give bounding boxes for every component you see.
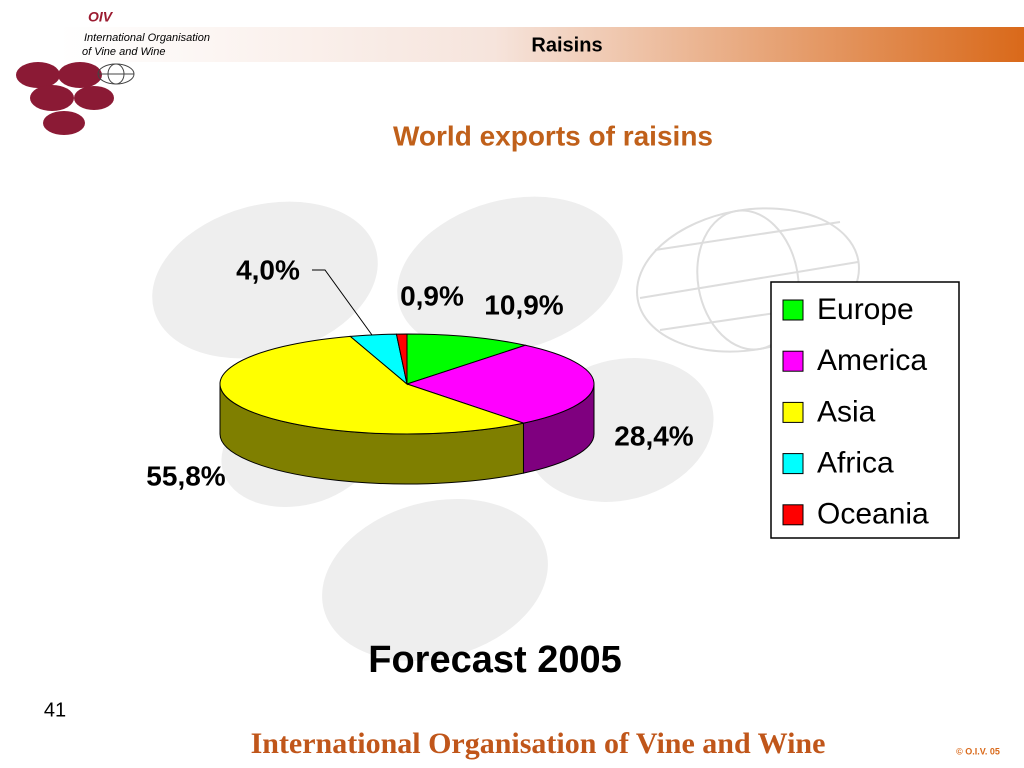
legend-swatch [782, 504, 804, 526]
section-title: Raisins [531, 34, 602, 56]
slice [219, 335, 526, 435]
org-line: of Vine and Wine [82, 46, 165, 58]
copyright: © O.I.V. 05 [956, 746, 1000, 756]
value-label: 10,9% [484, 289, 563, 320]
page-number: 41 [44, 699, 66, 721]
legend-swatch [782, 401, 804, 423]
value-label: 0,9% [400, 280, 464, 311]
logo-globe [97, 63, 135, 85]
header-bar [60, 27, 1024, 62]
chart-title: World exports of raisins [393, 120, 713, 151]
legend-label: Africa [817, 447, 894, 480]
leader-line [312, 269, 373, 336]
value-label: 55,8% [146, 460, 225, 491]
legend-swatch [782, 350, 804, 372]
value-label: 4,0% [236, 254, 300, 285]
org-line: International Organisation [84, 32, 210, 44]
legend-label: Asia [817, 395, 876, 428]
slice [406, 333, 528, 385]
legend-swatch [782, 299, 804, 321]
logo-grapes [16, 62, 114, 135]
legend-label: America [817, 344, 927, 377]
legend-label: Oceania [817, 498, 929, 531]
footer: International Organisation of Vine and W… [251, 727, 826, 760]
pie [219, 333, 595, 485]
slice [395, 333, 408, 385]
legend-label: Europe [817, 293, 914, 326]
legend: Europe America Asia Africa Oceania [782, 293, 929, 531]
logo-text: OIV [88, 9, 114, 25]
legend-swatch [782, 453, 804, 475]
value-label: 28,4% [614, 420, 693, 451]
caption: Forecast 2005 [368, 639, 622, 681]
slice [405, 344, 595, 424]
